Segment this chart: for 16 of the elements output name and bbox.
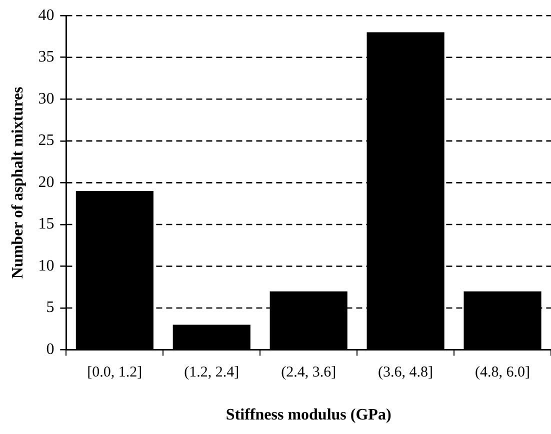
- x-tick-label: (3.6, 4.8]: [378, 364, 434, 381]
- y-tick-label: 30: [38, 90, 54, 108]
- y-tick-label: 35: [38, 48, 54, 66]
- y-tick-label: 40: [38, 6, 54, 24]
- y-axis-title: Number of asphalt mixtures: [10, 86, 27, 279]
- y-tick-label: 0: [46, 341, 54, 358]
- y-tick-label: 15: [38, 216, 54, 233]
- y-tick-label: 5: [46, 299, 54, 316]
- x-tick-label: (1.2, 2.4]: [184, 364, 240, 381]
- x-tick-label: [0.0, 1.2]: [87, 364, 142, 381]
- y-tick-label: 20: [38, 174, 54, 191]
- x-tick-label: (2.4, 3.6]: [281, 364, 336, 381]
- y-tick-label: 25: [38, 132, 54, 150]
- x-tick-label: (4.8, 6.0]: [475, 364, 530, 381]
- y-tick-label: 10: [38, 257, 54, 274]
- x-axis-title: Stiffness modulus (GPa): [226, 406, 392, 424]
